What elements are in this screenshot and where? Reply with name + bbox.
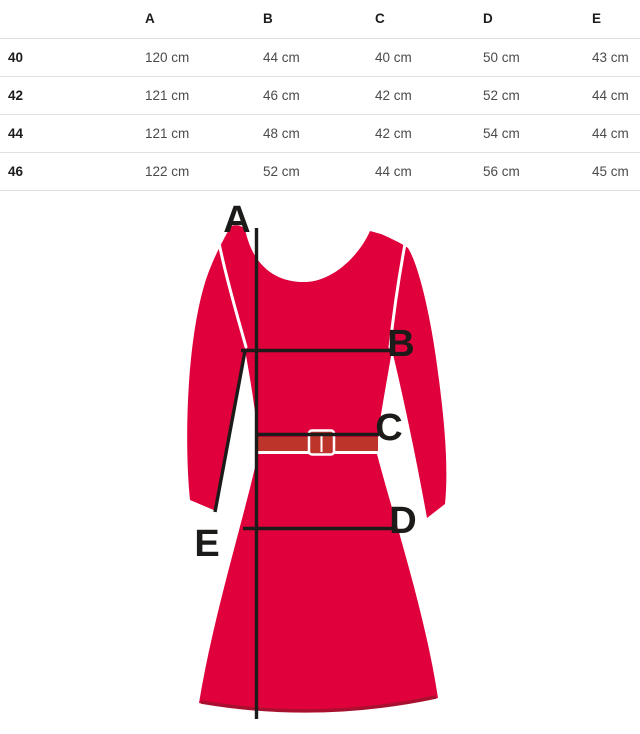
length-label: A — [223, 199, 250, 241]
measurement-value: 54 cm — [483, 125, 520, 141]
left-armhole-seam — [217, 241, 248, 349]
size-row: 42 121 cm 46 cm 42 cm 52 cm 44 cm — [0, 77, 640, 115]
size-table-header-row: A B C D E — [0, 0, 640, 39]
measurement-value: 48 cm — [263, 125, 300, 141]
size-row: 40 120 cm 44 cm 40 cm 50 cm 43 cm — [0, 39, 640, 77]
measurement-value: 122 cm — [145, 163, 190, 179]
measurement-value: 43 cm — [592, 49, 629, 65]
measure-column-header: E — [592, 11, 602, 27]
dress-measurement-diagram: A B C D E — [0, 186, 640, 734]
measurement-value: 120 cm — [145, 49, 190, 65]
size-row: 44 121 cm 48 cm 42 cm 54 cm 44 cm — [0, 115, 640, 153]
measure-column-header: C — [375, 11, 386, 27]
measure-column-header: A — [145, 11, 156, 27]
dress-silhouette — [187, 225, 447, 712]
measurement-value: 56 cm — [483, 163, 520, 179]
measurement-value: 121 cm — [145, 125, 190, 141]
hip-label: D — [389, 500, 416, 542]
measurement-value: 46 cm — [263, 87, 300, 103]
sleeve-label: E — [194, 523, 219, 565]
hem-shadow — [200, 695, 437, 713]
measure-column-header: D — [483, 11, 494, 27]
measurement-value: 42 cm — [375, 125, 412, 141]
size-table-body: 40 120 cm 44 cm 40 cm 50 cm 43 cm 42 121 cm 4… — [0, 39, 640, 191]
size-label: 40 — [8, 49, 24, 65]
measurement-value: 44 cm — [592, 87, 629, 103]
waist-belt — [258, 429, 378, 456]
measurement-value: 52 cm — [263, 163, 300, 179]
size-column-corner — [0, 0, 137, 39]
measurement-value: 40 cm — [375, 49, 412, 65]
measurement-value: 50 cm — [483, 49, 520, 65]
measurement-value: 42 cm — [375, 87, 412, 103]
chest-label: B — [387, 323, 414, 365]
right-armhole-seam — [388, 242, 407, 349]
size-table: A B C D E 40 120 cm 44 cm 40 cm 50 cm 43 cm — [0, 0, 640, 191]
measurement-value: 121 cm — [145, 87, 190, 103]
measurement-value: 45 cm — [592, 163, 629, 179]
measurement-value: 44 cm — [375, 163, 412, 179]
size-row: 46 122 cm 52 cm 44 cm 56 cm 45 cm — [0, 153, 640, 191]
size-label: 46 — [8, 163, 24, 179]
measurement-value: 44 cm — [592, 125, 629, 141]
measurement-value: 44 cm — [263, 49, 300, 65]
waist-label: C — [375, 407, 402, 449]
size-label: 44 — [8, 125, 24, 141]
measure-column-header: B — [263, 11, 274, 27]
size-label: 42 — [8, 87, 24, 103]
measurement-value: 52 cm — [483, 87, 520, 103]
sleeve-measure-line — [213, 350, 247, 513]
